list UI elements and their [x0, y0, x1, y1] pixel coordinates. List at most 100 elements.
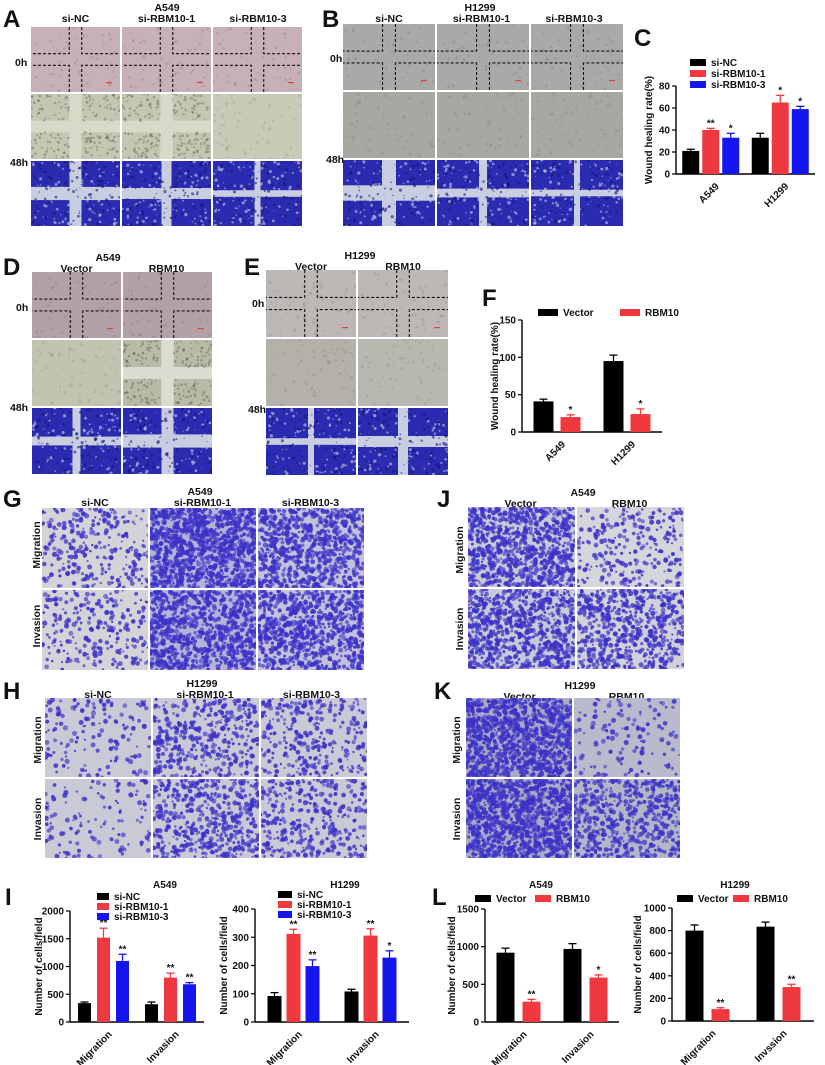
micrograph [358, 408, 448, 475]
micrograph [150, 508, 256, 588]
svg-text:A549: A549 [543, 439, 568, 464]
micrograph [213, 161, 302, 226]
svg-text:**: ** [788, 974, 796, 985]
micrograph [122, 161, 211, 226]
svg-text:RBM10: RBM10 [754, 894, 788, 905]
micrograph [32, 272, 121, 338]
svg-text:Number of cells/field: Number of cells/field [447, 916, 458, 1014]
svg-text:200: 200 [232, 961, 249, 972]
svg-text:Vector: Vector [496, 894, 527, 905]
micrograph [258, 508, 364, 588]
panel-j-row-migration: Migration [454, 520, 466, 580]
panel-h-row-invasion: Invasion [32, 789, 44, 849]
svg-text:A549: A549 [153, 880, 177, 891]
svg-text:1000: 1000 [42, 962, 65, 973]
micrograph [123, 272, 212, 338]
svg-text:0: 0 [510, 428, 516, 439]
svg-text:20: 20 [659, 148, 671, 159]
panel-label-h: H [3, 680, 20, 704]
micrograph [42, 590, 148, 670]
svg-text:150: 150 [499, 316, 516, 327]
panel-d-row-48h: 48h [10, 402, 28, 414]
micrograph [153, 698, 259, 777]
micrograph [123, 340, 212, 406]
micrograph [213, 94, 302, 159]
panel-label-b: B [322, 8, 339, 32]
svg-text:**: ** [717, 998, 725, 1009]
svg-text:**: ** [186, 973, 194, 984]
micrograph [343, 160, 435, 226]
micrograph [574, 698, 680, 777]
panel-a-row-0h: 0h [15, 57, 27, 69]
svg-text:**: ** [119, 944, 127, 955]
svg-text:100: 100 [232, 989, 249, 1000]
svg-text:Invssion: Invssion [753, 1028, 789, 1064]
micrograph [266, 408, 356, 475]
svg-text:Number of cells/field: Number of cells/field [633, 915, 644, 1013]
micrograph [266, 270, 356, 337]
svg-text:1000: 1000 [457, 942, 480, 953]
panel-label-j: J [437, 488, 450, 512]
svg-text:H1299: H1299 [330, 880, 360, 891]
svg-text:Wound healing rate(%): Wound healing rate(%) [490, 322, 501, 430]
micrograph [531, 92, 623, 158]
panel-a-col-1: si-NC [31, 13, 120, 25]
svg-text:*: * [798, 96, 802, 107]
micrograph [531, 160, 623, 226]
svg-text:0: 0 [473, 1018, 479, 1029]
svg-text:H1299: H1299 [763, 181, 792, 210]
micrograph [358, 270, 448, 337]
micrograph [258, 590, 364, 670]
svg-text:60: 60 [659, 104, 671, 115]
micrograph [45, 779, 151, 858]
svg-text:*: * [597, 965, 601, 976]
micrograph [577, 589, 684, 669]
panel-h-row-migration: Migration [32, 710, 44, 770]
micrograph [261, 779, 367, 858]
svg-text:200: 200 [649, 994, 666, 1005]
svg-text:400: 400 [232, 905, 249, 916]
svg-text:600: 600 [649, 949, 666, 960]
micrograph [437, 92, 529, 158]
micrograph [437, 160, 529, 226]
svg-text:*: * [639, 399, 643, 410]
svg-text:Vector: Vector [698, 894, 729, 905]
svg-text:Vector: Vector [563, 308, 594, 319]
panel-label-d: D [3, 256, 20, 280]
micrograph [531, 24, 623, 90]
panel-k-row-invasion: Invasion [451, 789, 463, 849]
micrograph [32, 408, 121, 474]
panel-label-a: A [3, 8, 20, 32]
svg-text:50: 50 [505, 390, 517, 401]
svg-text:Number of cells/field: Number of cells/field [219, 916, 230, 1014]
micrograph [31, 94, 120, 159]
micrograph [468, 507, 575, 587]
micrograph [213, 27, 302, 92]
svg-text:0: 0 [58, 1018, 64, 1029]
panel-b-row-48h: 48h [326, 154, 344, 166]
svg-text:**: ** [528, 989, 536, 1000]
micrograph [45, 698, 151, 777]
svg-text:1000: 1000 [644, 904, 667, 915]
svg-text:si-RBM10-3: si-RBM10-3 [114, 912, 169, 923]
svg-text:H1299: H1299 [720, 880, 750, 891]
svg-text:1500: 1500 [457, 905, 480, 916]
panel-d-row-0h: 0h [16, 302, 28, 314]
svg-text:40: 40 [659, 126, 671, 137]
micrograph [437, 24, 529, 90]
svg-text:si-NC: si-NC [711, 58, 737, 69]
panel-b-row-0h: 0h [330, 53, 342, 65]
svg-text:RBM10: RBM10 [556, 894, 590, 905]
micrograph [153, 779, 259, 858]
svg-text:0: 0 [664, 170, 670, 181]
svg-text:Number of cells/field: Number of cells/field [34, 917, 45, 1015]
panel-e-row-0h: 0h [252, 298, 264, 310]
svg-text:*: * [569, 405, 573, 416]
svg-text:**: ** [707, 118, 715, 129]
micrograph [150, 590, 256, 670]
micrograph [466, 779, 572, 858]
svg-text:**: ** [309, 950, 317, 961]
